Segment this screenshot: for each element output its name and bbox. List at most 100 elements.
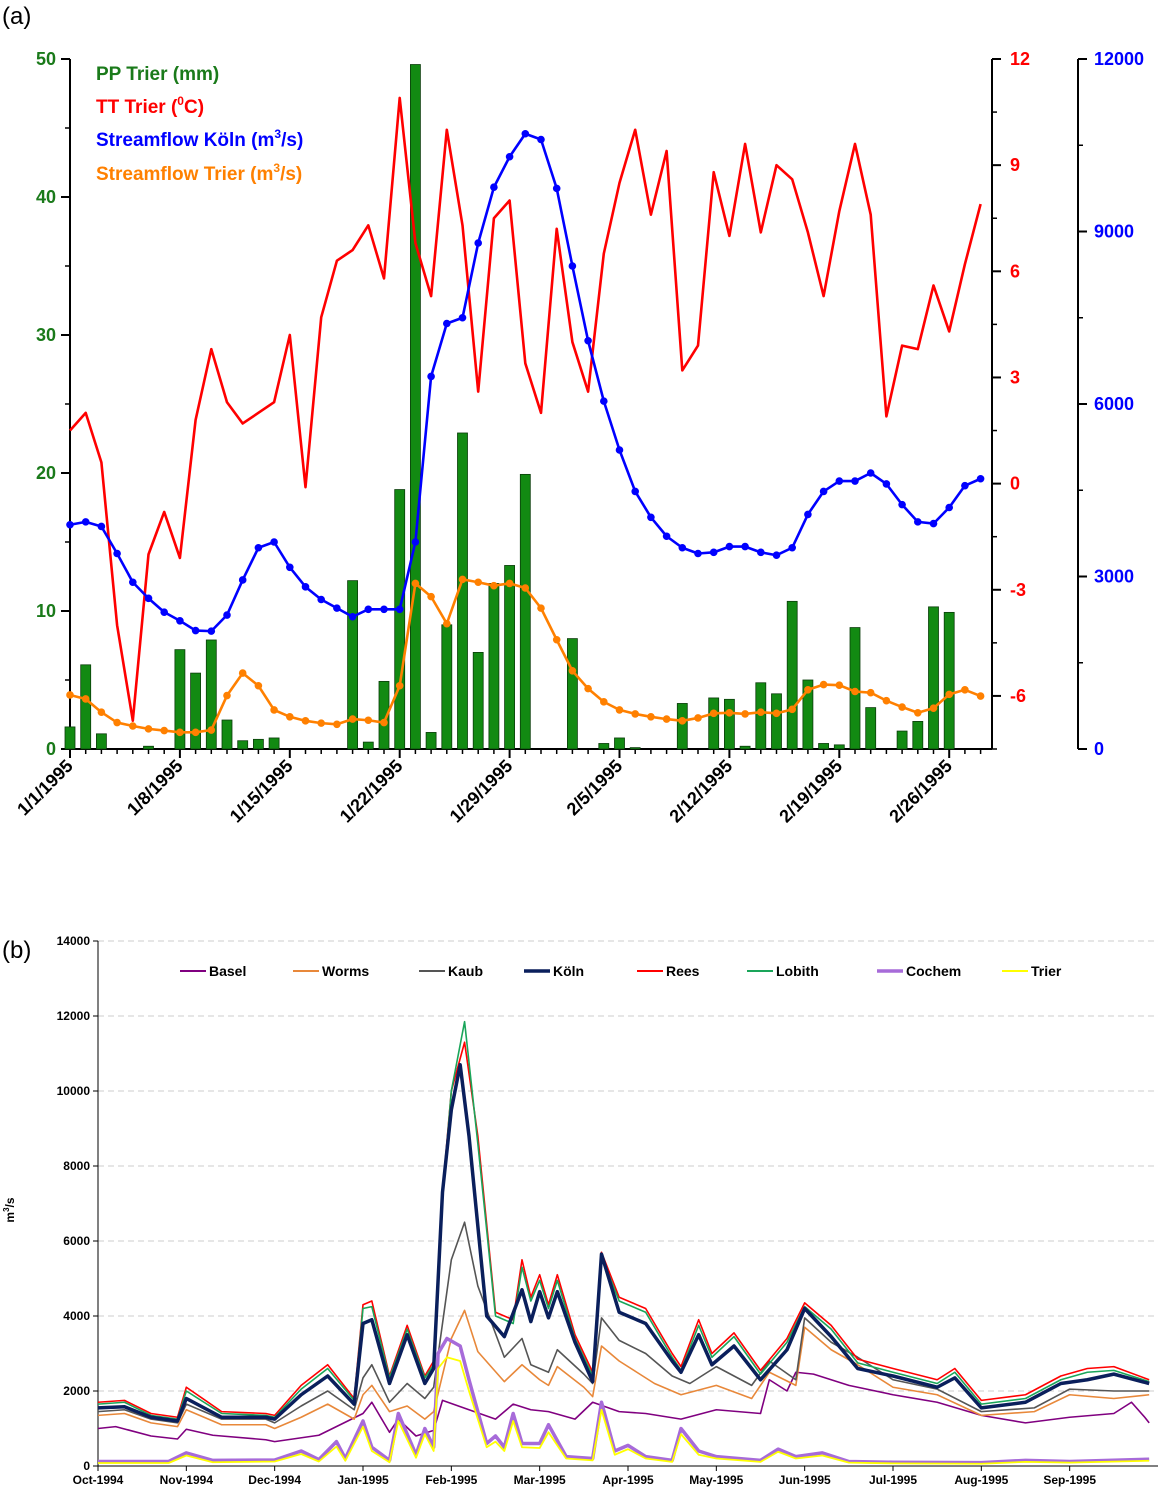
streamflow-k-ln-m3-s-point: [254, 543, 263, 552]
streamflow-trier-m3-s-point: [443, 619, 451, 628]
streamflow-trier-m3-s-point: [898, 703, 906, 711]
pp-bar: [943, 611, 955, 750]
left-y-tick-label: 50: [36, 49, 56, 69]
x-tick-label: 1/29/1995: [446, 756, 517, 827]
streamflow-k-ln-m3-s-point: [348, 612, 357, 621]
pp-bar: [237, 740, 249, 750]
streamflow-trier-m3-s-point: [411, 579, 420, 588]
streamflow-k-ln-m3-s-point: [694, 549, 702, 558]
pp-bar: [771, 693, 782, 750]
streamflow-trier-m3-s-point: [882, 696, 891, 705]
streamflow-trier-m3-s-point: [505, 579, 514, 588]
x-tick-label: Apr-1995: [602, 1473, 654, 1487]
left-y-tick-label: 0: [46, 739, 56, 759]
x-tick-label: Nov-1994: [160, 1473, 214, 1487]
streamflow-trier-m3-s-point: [160, 726, 168, 735]
temp-y-tick-label: -3: [1010, 580, 1026, 600]
pp-bar: [519, 473, 531, 750]
streamflow-trier-m3-s-point: [615, 706, 624, 714]
streamflow-k-ln-m3-s-point: [741, 542, 749, 551]
left-y-tick-label: 20: [36, 463, 56, 483]
pp-bar: [629, 747, 641, 750]
streamflow-k-ln-m3-s-point: [176, 616, 184, 625]
streamflow-trier-m3-s-point: [176, 728, 184, 737]
y-tick-label: 14000: [57, 934, 91, 948]
streamflow-k-ln-m3-s-point: [333, 604, 341, 612]
streamflow-trier-m3-s-point: [317, 719, 326, 727]
streamflow-trier-m3-s-point: [301, 717, 310, 725]
pp-bar: [190, 672, 202, 750]
pp-bar: [614, 737, 625, 750]
streamflow-trier-m3-s-point: [223, 691, 231, 700]
pp-bar: [912, 721, 924, 750]
x-tick-label: Aug-1995: [954, 1473, 1008, 1487]
streamflow-k-ln-m3-s-point: [81, 518, 90, 526]
series-line-k-ln: [97, 1063, 1150, 1423]
streamflow-trier-m3-s-point: [866, 688, 875, 697]
legend-text: /s): [280, 164, 302, 185]
streamflow-k-ln-m3-s-point: [835, 477, 844, 485]
series-line-kaub: [97, 1221, 1150, 1424]
flow-y-tick-label: 12000: [1094, 49, 1144, 69]
streamflow-trier-m3-s-point: [772, 709, 781, 718]
streamflow-k-ln-m3-s-point: [364, 605, 373, 614]
pp-bar: [504, 565, 516, 750]
series-line-trier: [98, 1356, 1150, 1465]
streamflow-k-ln-m3-s-point: [395, 605, 404, 614]
pp-bar: [567, 638, 578, 750]
pp-bar: [708, 697, 720, 750]
legend-label-rees: Rees: [666, 963, 700, 979]
legend-superscript: 3: [273, 161, 280, 175]
panel-b-label: (b): [2, 937, 31, 964]
streamflow-trier-m3-s-point: [929, 704, 938, 712]
streamflow-k-ln-m3-s-point: [568, 262, 577, 270]
streamflow-trier-m3-s-point: [395, 681, 404, 690]
temp-y-tick-label: -6: [1010, 686, 1026, 706]
streamflow-k-ln-m3-s-point: [270, 538, 278, 546]
streamflow-k-ln-m3-s-point: [961, 481, 969, 490]
streamflow-trier-m3-s-point: [144, 725, 153, 733]
legend-text: TT Trier (: [96, 97, 178, 118]
streamflow-trier-m3-s-point: [97, 708, 106, 716]
legend-text: /s): [281, 130, 303, 151]
streamflow-trier-m3-s-point: [427, 592, 435, 601]
y-tick-label: 12000: [57, 1009, 91, 1023]
streamflow-trier-m3-s-point: [348, 715, 357, 723]
legend-text: Streamflow Köln (m: [96, 130, 274, 151]
pp-bar: [724, 698, 735, 750]
streamflow-k-ln-m3-s-point: [882, 480, 891, 488]
streamflow-trier-m3-s-point: [537, 604, 545, 612]
pp-bar: [425, 732, 437, 750]
streamflow-k-ln-m3-s-point: [144, 594, 153, 603]
streamflow-k-ln-m3-s-point: [631, 487, 639, 496]
series-line-worms: [97, 1309, 1150, 1430]
panel-b-chart: 0 2000 4000 6000 8000 10000 12000 14000 Oct-1994…: [2, 934, 1158, 1487]
pp-bar: [676, 703, 688, 750]
y-tick-label: 4000: [63, 1309, 90, 1323]
legend-entry-pp-trier-mm: PP Trier (mm): [96, 64, 219, 85]
series-line-basel: [97, 1371, 1150, 1443]
streamflow-k-ln-m3-s-point: [929, 519, 938, 528]
streamflow-k-ln-m3-s-point: [898, 500, 906, 509]
streamflow-k-ln-m3-s-point: [725, 542, 734, 551]
pp-bar: [347, 580, 359, 750]
pp-bar: [739, 745, 751, 750]
streamflow-trier-m3-s-point: [270, 706, 278, 714]
streamflow-trier-m3-s-point: [207, 726, 216, 734]
streamflow-k-ln-m3-s-point: [804, 510, 812, 519]
temp-y-tick-label: 6: [1010, 261, 1020, 281]
temp-y-tick-label: 9: [1010, 155, 1020, 175]
x-tick-label: 1/8/1995: [123, 756, 187, 820]
streamflow-k-ln-m3-s-point: [411, 538, 420, 546]
pp-bar: [362, 741, 374, 750]
pp-bar: [472, 652, 484, 750]
streamflow-trier-m3-s-point: [709, 709, 718, 718]
pp-bar: [441, 624, 453, 750]
temp-y-tick-label: 3: [1010, 367, 1020, 387]
streamflow-k-ln-m3-s-point: [223, 611, 231, 619]
streamflow-trier-m3-s-point: [741, 710, 749, 718]
series-line-cochem: [98, 1336, 1150, 1465]
legend-label-lobith: Lobith: [776, 963, 819, 979]
streamflow-k-ln-m3-s-point: [976, 474, 985, 483]
pp-bar: [96, 733, 107, 750]
